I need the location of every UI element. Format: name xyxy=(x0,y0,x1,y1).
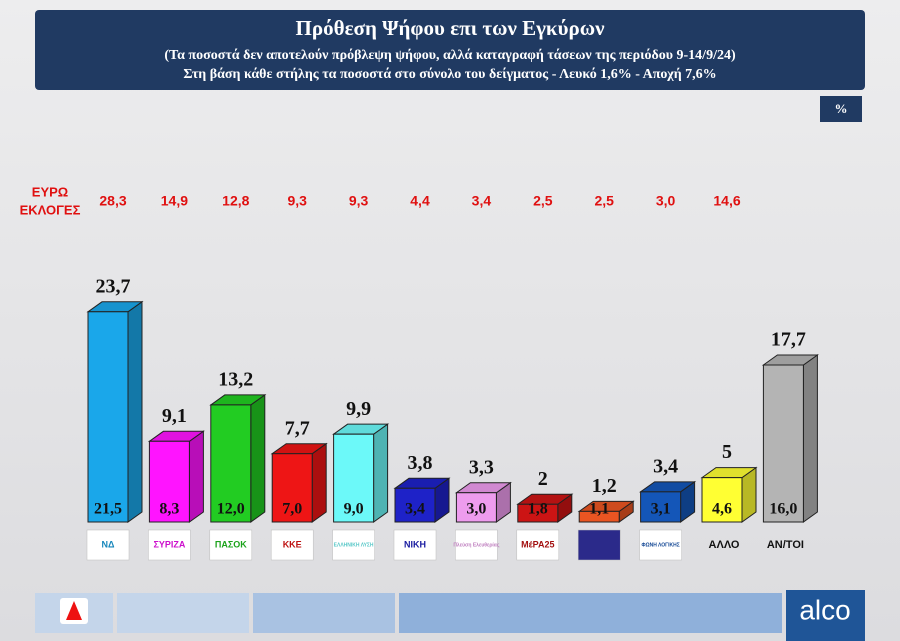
bar xyxy=(517,503,559,523)
category-label: ΝΔ xyxy=(102,539,115,549)
category-label: ΑΛΛΟ xyxy=(709,539,740,551)
party-logo xyxy=(577,529,621,561)
value-label: 9,1 xyxy=(162,405,187,427)
bar-side xyxy=(127,300,143,523)
subtitle: (Τα ποσοστά δεν αποτελούν πρόβλεψη ψήφου… xyxy=(164,48,736,63)
category-label: ΚΚΕ xyxy=(283,539,302,549)
sample-value-label: 3,0 xyxy=(466,501,486,518)
footer: alco xyxy=(35,590,865,641)
bar xyxy=(640,491,682,523)
subtitle: Στη βάση κάθε στήλης τα ποσοστά στο σύνο… xyxy=(183,67,716,82)
value-label: 23,7 xyxy=(96,275,131,297)
party-logo xyxy=(86,529,130,561)
bar-side xyxy=(311,442,327,523)
value-label: 2 xyxy=(538,468,548,490)
value-label: 3,8 xyxy=(408,452,433,474)
party-logo xyxy=(148,529,191,561)
value-label: 1,2 xyxy=(592,475,617,497)
sample-value-label: 3,1 xyxy=(651,501,671,518)
unit-box xyxy=(820,96,862,122)
bar xyxy=(762,364,804,523)
bar xyxy=(455,492,497,523)
sample-value-label: 21,5 xyxy=(94,501,122,518)
category-label: ΑΝ/ΤΟΙ xyxy=(767,539,804,551)
euro-value-label: 9,3 xyxy=(349,193,369,209)
category-label: ΝΙΚΗ xyxy=(404,539,426,549)
bar xyxy=(394,487,436,523)
euro-value-label: 9,3 xyxy=(287,193,307,209)
euro-value-label: 3,0 xyxy=(656,193,676,209)
footer-box xyxy=(253,593,395,633)
party-logo xyxy=(270,529,314,561)
euro-value-label: 2,5 xyxy=(594,193,614,209)
bar xyxy=(333,433,375,523)
category-label: ΕΛΛΗΝΙΚΗ ΛΥΣΗ xyxy=(334,542,374,548)
bar xyxy=(578,510,620,523)
euro-row-label: ΕΥΡΩ xyxy=(32,184,68,199)
bar xyxy=(701,477,743,523)
logo-mark xyxy=(66,601,82,620)
sample-value-label: 7,0 xyxy=(282,501,302,518)
bar-side xyxy=(373,423,389,523)
value-label: 5 xyxy=(722,441,732,463)
bar xyxy=(271,453,313,523)
bar xyxy=(87,311,129,523)
sample-value-label: 9,0 xyxy=(344,501,364,518)
bar-side xyxy=(188,430,204,523)
footer-box xyxy=(399,593,782,633)
euro-row-label: ΕΚΛΟΓΕΣ xyxy=(20,202,81,217)
euro-value-label: 14,9 xyxy=(161,193,188,209)
category-label: ΜέΡΑ25 xyxy=(521,539,554,549)
bar xyxy=(148,440,190,523)
party-logo xyxy=(639,529,682,561)
category-label: Πλεύση Ελευθερίας xyxy=(453,542,500,548)
party-logo xyxy=(516,529,560,561)
brand-box xyxy=(786,590,865,641)
category-label: ΦΩΝΗ ΛΟΓΙΚΗΣ xyxy=(641,542,679,548)
party-logo xyxy=(332,529,375,561)
party-logo xyxy=(393,529,437,561)
bar xyxy=(210,404,252,523)
value-label: 3,3 xyxy=(469,456,494,478)
footer-box xyxy=(117,593,249,633)
sample-value-label: 1,8 xyxy=(528,501,548,518)
category-label: ΠΑΣΟΚ xyxy=(215,539,247,549)
euro-value-label: 2,5 xyxy=(533,193,553,209)
chart-title: Πρόθεση Ψήφου επι των Εγκύρων xyxy=(296,16,606,40)
party-logo xyxy=(209,529,253,561)
euro-value-label: 3,4 xyxy=(472,193,492,209)
euro-value-label: 28,3 xyxy=(99,193,126,209)
value-label: 7,7 xyxy=(285,417,310,439)
sample-value-label: 4,6 xyxy=(712,501,732,518)
category-label: ΣΥΡΙΖΑ xyxy=(153,539,185,549)
bar-side xyxy=(802,354,818,523)
header-box xyxy=(35,10,865,90)
value-label: 17,7 xyxy=(771,329,806,351)
euro-value-label: 12,8 xyxy=(222,193,249,209)
unit-label: % xyxy=(835,101,848,116)
party-logo xyxy=(455,529,498,561)
brand-label: alco xyxy=(799,594,850,625)
sample-value-label: 16,0 xyxy=(769,501,797,518)
euro-value-label: 4,4 xyxy=(410,193,430,209)
sample-value-label: 8,3 xyxy=(159,501,179,518)
value-label: 13,2 xyxy=(218,369,253,391)
euro-value-label: 14,6 xyxy=(713,193,740,209)
bar-side xyxy=(250,393,266,523)
value-label: 9,9 xyxy=(346,398,371,420)
sample-value-label: 12,0 xyxy=(217,501,245,518)
sample-value-label: 3,4 xyxy=(405,501,425,518)
value-label: 3,4 xyxy=(653,455,678,477)
sample-value-label: 1,1 xyxy=(589,501,609,518)
